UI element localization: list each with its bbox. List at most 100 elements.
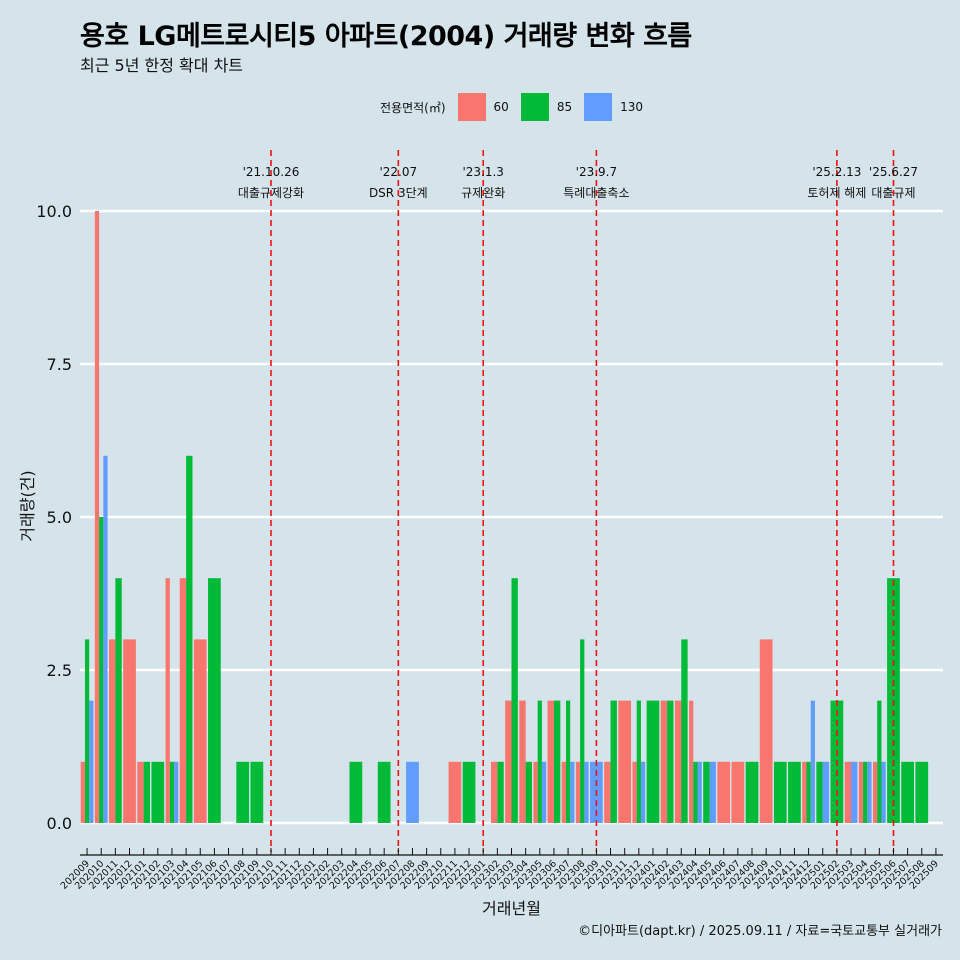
bar-60-202308 <box>575 761 581 823</box>
bar-60-202505 <box>872 761 878 823</box>
event-label-2: 규제완화 <box>461 186 505 200</box>
bar-130-202505 <box>881 761 886 823</box>
bar-85-202303 <box>511 578 518 823</box>
bar-60-202304 <box>519 700 526 823</box>
event-label-3: 특례대출축소 <box>563 186 629 200</box>
bar-60-202503 <box>844 761 852 823</box>
y-tick-label: 10.0 <box>36 202 72 221</box>
bar-130-202312 <box>640 761 646 823</box>
legend-item-85: 85 <box>520 93 573 121</box>
bar-85-202408 <box>745 761 759 823</box>
y-tick-label: 5.0 <box>47 508 72 527</box>
bar-85-202402 <box>667 700 674 823</box>
legend-item-60: 60 <box>457 93 509 121</box>
bar-85-202307 <box>565 700 571 823</box>
bar-60-202404 <box>689 700 694 823</box>
bar-85-202410 <box>773 761 787 823</box>
bar-85-202306 <box>553 700 561 823</box>
event-date-1: '22.07 <box>379 165 417 179</box>
bar-60-202403 <box>674 700 682 823</box>
bar-130-202208 <box>406 761 419 823</box>
bar-85-202507 <box>901 761 914 823</box>
bar-85-202508 <box>915 761 929 823</box>
bar-85-202009 <box>84 639 90 823</box>
bar-60-202310 <box>604 761 611 823</box>
bar-60-202101 <box>137 761 144 823</box>
bar-85-202305 <box>537 700 542 823</box>
bar-60-202010 <box>94 211 100 823</box>
bar-85-202312 <box>636 700 641 823</box>
legend: 전용면적(㎡) 60 85 130 <box>380 92 643 122</box>
bar-85-202106 <box>208 578 221 823</box>
y-tick-label: 7.5 <box>47 355 72 374</box>
bar-85-202308 <box>580 639 585 823</box>
y-tick-label: 2.5 <box>47 661 72 680</box>
legend-item-130: 130 <box>584 93 643 121</box>
bar-130-202404 <box>697 761 702 823</box>
legend-swatch-60 <box>457 93 486 121</box>
legend-swatch-85 <box>520 93 549 121</box>
bar-130-202103 <box>174 761 179 823</box>
event-date-5: '25.6.27 <box>869 165 918 179</box>
bar-85-202010 <box>99 517 104 823</box>
bar-60-202409 <box>759 639 773 823</box>
bar-85-202101 <box>143 761 151 823</box>
bar-85-202505 <box>877 700 882 823</box>
bar-130-202501 <box>822 761 830 823</box>
bar-60-202303 <box>505 700 512 823</box>
bar-60-202012 <box>123 639 136 823</box>
bar-85-202501 <box>816 761 823 823</box>
bar-60-202402 <box>660 700 668 823</box>
legend-label-85: 85 <box>556 100 573 114</box>
bar-60-202407 <box>731 761 745 823</box>
bar-130-202308 <box>584 761 589 823</box>
bar-85-202504 <box>863 761 868 823</box>
legend-swatch-130 <box>584 93 613 121</box>
legend-label-130: 130 <box>620 100 643 114</box>
x-axis-title: 거래년월 <box>482 899 541 918</box>
legend-title: 전용면적(㎡) <box>380 100 446 115</box>
event-label-4: 토허제 해제 <box>807 186 866 200</box>
bar-85-202102 <box>151 761 165 823</box>
bar-60-202211 <box>448 761 462 823</box>
bar-85-202103 <box>169 761 175 823</box>
bar-85-202108 <box>236 761 250 823</box>
bar-130-202503 <box>851 761 858 823</box>
bar-130-202504 <box>867 761 872 823</box>
chart-subtitle: 최근 5년 한정 확대 차트 <box>80 56 244 75</box>
bar-60-202312 <box>632 761 637 823</box>
event-date-3: '23.9.7 <box>576 165 617 179</box>
bar-60-202305 <box>533 761 538 823</box>
bar-85-202302 <box>497 761 504 823</box>
bar-85-202104 <box>186 455 193 823</box>
bar-85-202310 <box>610 700 617 823</box>
bar-60-202104 <box>179 578 187 823</box>
source-caption: ©디아파트(dapt.kr) / 2025.09.11 / 자료=국토교통부 실… <box>578 924 942 939</box>
bar-60-202105 <box>193 639 207 823</box>
bar-85-202404 <box>693 761 698 823</box>
bar-130-202405 <box>709 761 716 823</box>
chart-title: 용호 LG메트로시티5 아파트(2004) 거래량 변화 흐름 <box>80 21 692 52</box>
bar-60-202504 <box>858 761 864 823</box>
bar-85-202403 <box>681 639 688 823</box>
bar-130-202010 <box>103 455 108 823</box>
bar-60-202009 <box>80 761 85 823</box>
bar-60-202412 <box>802 761 807 823</box>
legend-label-60: 60 <box>493 100 509 114</box>
bar-85-202212 <box>462 761 476 823</box>
bar-85-202401 <box>646 700 660 823</box>
event-label-1: DSR 3단계 <box>369 186 428 200</box>
bar-85-202304 <box>525 761 533 823</box>
bar-60-202103 <box>165 578 170 823</box>
bar-60-202311 <box>618 700 632 823</box>
event-label-0: 대출규제강화 <box>238 186 304 200</box>
bar-60-202406 <box>717 761 731 823</box>
bar-85-202206 <box>377 761 391 823</box>
bar-130-202009 <box>89 700 94 823</box>
bar-85-202405 <box>703 761 710 823</box>
bar-85-202204 <box>349 761 363 823</box>
y-axis-title: 거래량(건) <box>18 470 37 541</box>
event-date-0: '21.10.26 <box>243 165 300 179</box>
bar-130-202307 <box>570 761 575 823</box>
